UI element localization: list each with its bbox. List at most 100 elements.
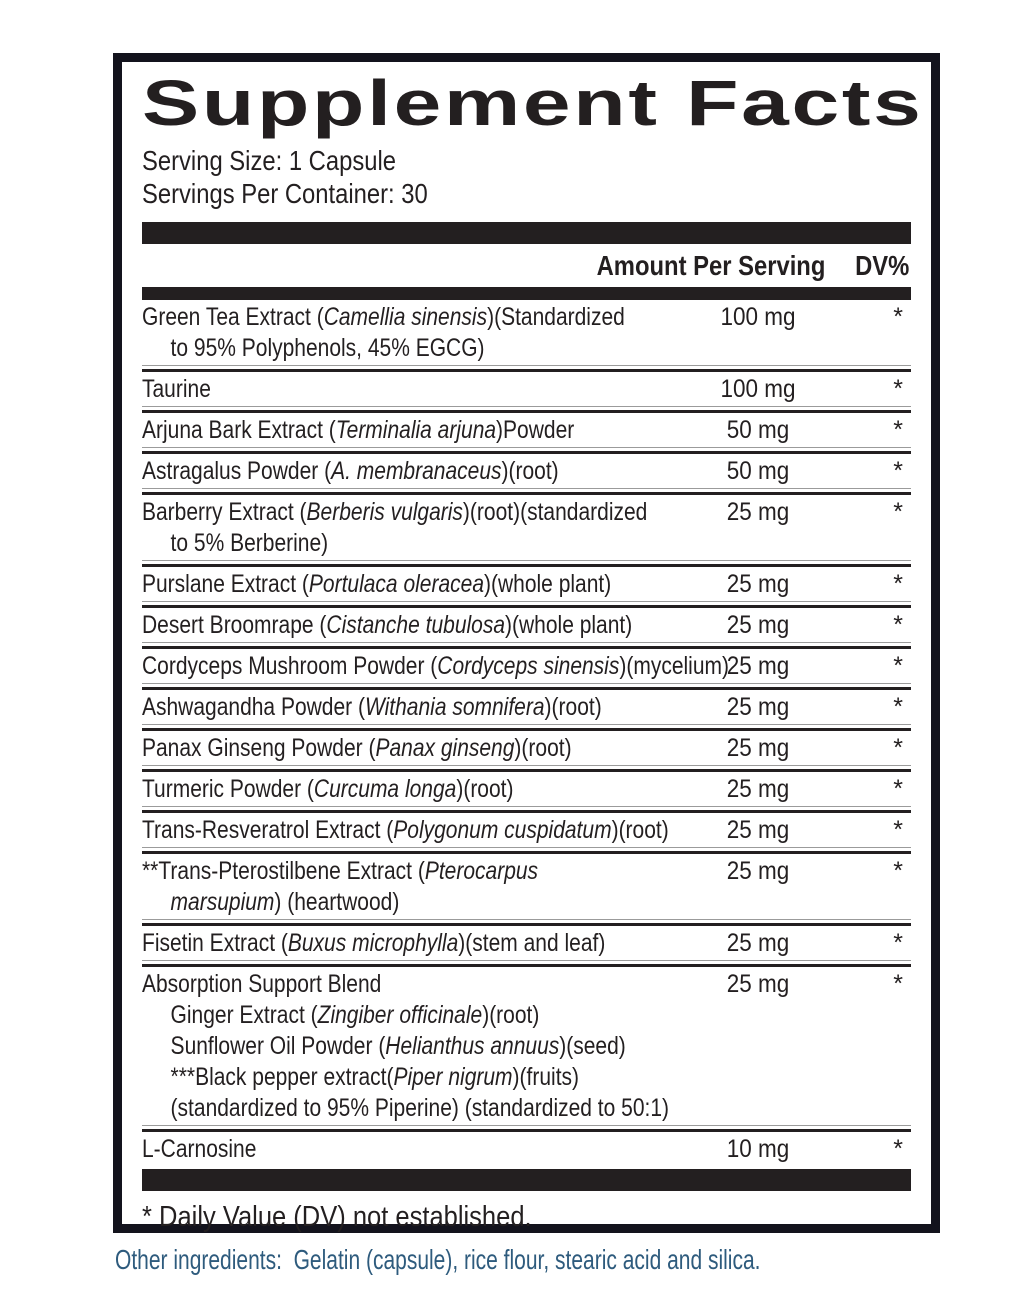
ingredient-text: )(root) bbox=[482, 1001, 540, 1029]
other-ingredients: Other ingredients: Gelatin (capsule), ri… bbox=[115, 1244, 761, 1275]
ingredient-amount: 25 mg bbox=[726, 611, 790, 639]
divider-bar-header bbox=[142, 287, 911, 300]
ingredient-row: Fisetin Extract (Buxus microphylla)(stem… bbox=[142, 926, 911, 960]
ingredient-row: Absorption Support Blend Ginger Extract (… bbox=[142, 967, 911, 1125]
ingredient-amount: 25 mg bbox=[726, 734, 790, 762]
row-separator bbox=[142, 642, 911, 649]
ingredient-line: marsupium) (heartwood) bbox=[142, 887, 596, 918]
ingredient-name: Absorption Support Blend Ginger Extract (… bbox=[142, 969, 683, 1124]
latin-name-text: Withania somnifera bbox=[364, 693, 545, 721]
row-separator bbox=[142, 488, 911, 495]
latin-name-text: Terminalia arjuna bbox=[335, 416, 497, 444]
ingredient-amount: 50 mg bbox=[726, 416, 790, 444]
ingredient-row: Cordyceps Mushroom Powder (Cordyceps sin… bbox=[142, 649, 911, 683]
ingredient-text: (standardized to 95% Piperine) (standard… bbox=[170, 1094, 670, 1122]
ingredient-dv: * bbox=[893, 498, 903, 526]
ingredient-text: Ginger Extract ( bbox=[170, 1001, 318, 1029]
ingredient-text: )(stem and leaf) bbox=[458, 929, 606, 957]
ingredient-dv: * bbox=[893, 416, 903, 444]
ingredient-line: Barberry Extract (Berberis vulgaris)(roo… bbox=[142, 497, 647, 528]
row-separator bbox=[142, 406, 911, 413]
row-separator bbox=[142, 724, 911, 731]
ingredient-text: Absorption Support Blend bbox=[142, 970, 382, 998]
ingredient-name: Ashwagandha Powder (Withania somnifera)(… bbox=[142, 692, 683, 723]
ingredient-name: Panax Ginseng Powder (Panax ginseng)(roo… bbox=[142, 733, 683, 764]
ingredient-line: Sunflower Oil Powder (Helianthus annuus)… bbox=[142, 1031, 626, 1062]
ingredient-dv: * bbox=[893, 303, 903, 331]
row-separator bbox=[142, 560, 911, 567]
ingredient-amount: 25 mg bbox=[726, 970, 790, 998]
ingredient-line: Purslane Extract (Portulaca oleracea)(wh… bbox=[142, 569, 611, 600]
ingredient-text: ) (heartwood) bbox=[274, 888, 400, 916]
ingredient-amount: 25 mg bbox=[726, 857, 790, 885]
ingredient-line: Turmeric Powder (Curcuma longa)(root) bbox=[142, 774, 596, 805]
ingredient-name: Cordyceps Mushroom Powder (Cordyceps sin… bbox=[142, 651, 729, 682]
row-separator bbox=[142, 447, 911, 454]
ingredient-row: Trans-Resveratrol Extract (Polygonum cus… bbox=[142, 813, 911, 847]
ingredient-text: )Powder bbox=[496, 416, 575, 444]
ingredient-amount: 25 mg bbox=[726, 929, 790, 957]
ingredient-row: Taurine 100 mg * bbox=[142, 372, 911, 406]
ingredient-line: Cordyceps Mushroom Powder (Cordyceps sin… bbox=[142, 651, 729, 682]
latin-name-text: Helianthus annuus bbox=[385, 1032, 560, 1060]
ingredient-text: ***Black pepper extract( bbox=[170, 1063, 394, 1091]
ingredient-line: (standardized to 95% Piperine) (standard… bbox=[142, 1093, 669, 1124]
ingredient-name: Turmeric Powder (Curcuma longa)(root) bbox=[142, 774, 683, 805]
row-separator bbox=[142, 683, 911, 690]
ingredient-text: Purslane Extract ( bbox=[142, 570, 309, 598]
ingredient-text: )(root) bbox=[501, 457, 559, 485]
divider-bar-bottom bbox=[142, 1169, 911, 1191]
ingredient-name: Astragalus Powder (A. membranaceus)(root… bbox=[142, 456, 683, 487]
ingredient-dv: * bbox=[893, 970, 903, 998]
ingredient-text: Barberry Extract ( bbox=[142, 498, 307, 526]
ingredient-amount: 50 mg bbox=[726, 457, 790, 485]
ingredient-text: )(seed) bbox=[559, 1032, 626, 1060]
latin-name-text: Piper nigrum bbox=[393, 1063, 513, 1091]
ingredient-amount: 25 mg bbox=[726, 693, 790, 721]
latin-name-text: Cistanche tubulosa bbox=[326, 611, 506, 639]
ingredient-text: to 95% Polyphenols, 45% EGCG) bbox=[170, 334, 485, 362]
ingredient-row: Purslane Extract (Portulaca oleracea)(wh… bbox=[142, 567, 911, 601]
latin-name-text: Portulaca oleracea bbox=[308, 570, 485, 598]
ingredient-amount: 100 mg bbox=[720, 303, 796, 331]
ingredient-amount: 25 mg bbox=[726, 498, 790, 526]
ingredient-text: )(root) bbox=[611, 816, 669, 844]
supplement-facts-panel: Supplement Facts Serving Size: 1 Capsule… bbox=[113, 53, 940, 1233]
latin-name-text: Curcuma longa bbox=[313, 775, 457, 803]
dv-footnote: * Daily Value (DV) not established. bbox=[142, 1201, 532, 1233]
ingredient-line: Fisetin Extract (Buxus microphylla)(stem… bbox=[142, 928, 605, 959]
ingredient-line: Taurine bbox=[142, 374, 596, 405]
ingredient-row: Arjuna Bark Extract (Terminalia arjuna)P… bbox=[142, 413, 911, 447]
latin-name-text: Camellia sinensis bbox=[323, 303, 488, 331]
ingredient-text: Desert Broomrape ( bbox=[142, 611, 327, 639]
ingredient-text: )(root)(standardized bbox=[462, 498, 648, 526]
ingredient-row: Turmeric Powder (Curcuma longa)(root) 25 … bbox=[142, 772, 911, 806]
ingredient-dv: * bbox=[893, 929, 903, 957]
ingredient-row: **Trans-Pterostilbene Extract (Pterocarp… bbox=[142, 854, 911, 919]
ingredient-text: Cordyceps Mushroom Powder ( bbox=[142, 652, 438, 680]
ingredient-amount: 25 mg bbox=[726, 570, 790, 598]
ingredient-line: Panax Ginseng Powder (Panax ginseng)(roo… bbox=[142, 733, 596, 764]
ingredient-row: Green Tea Extract (Camellia sinensis)(St… bbox=[142, 300, 911, 365]
row-separator bbox=[142, 919, 911, 926]
ingredient-line: to 95% Polyphenols, 45% EGCG) bbox=[142, 333, 596, 364]
ingredient-dv: * bbox=[893, 375, 903, 403]
ingredient-amount: 25 mg bbox=[726, 816, 790, 844]
latin-name-text: Zingiber officinale bbox=[317, 1001, 483, 1029]
latin-name-text: Panax ginseng bbox=[375, 734, 515, 762]
ingredient-line: Ginger Extract (Zingiber officinale)(roo… bbox=[142, 1000, 596, 1031]
ingredient-row: L-Carnosine 10 mg * bbox=[142, 1132, 911, 1166]
row-separator bbox=[142, 847, 911, 854]
ingredient-dv: * bbox=[893, 570, 903, 598]
ingredient-text: to 5% Berberine) bbox=[170, 529, 329, 557]
ingredient-dv: * bbox=[893, 457, 903, 485]
ingredient-text: Astragalus Powder ( bbox=[142, 457, 332, 485]
ingredient-dv: * bbox=[893, 611, 903, 639]
row-separator bbox=[142, 601, 911, 608]
ingredient-line: Arjuna Bark Extract (Terminalia arjuna)P… bbox=[142, 415, 596, 446]
ingredient-dv: * bbox=[893, 693, 903, 721]
ingredient-row: Ashwagandha Powder (Withania somnifera)(… bbox=[142, 690, 911, 724]
latin-name-text: Buxus microphylla bbox=[287, 929, 459, 957]
ingredient-amount: 25 mg bbox=[726, 652, 790, 680]
